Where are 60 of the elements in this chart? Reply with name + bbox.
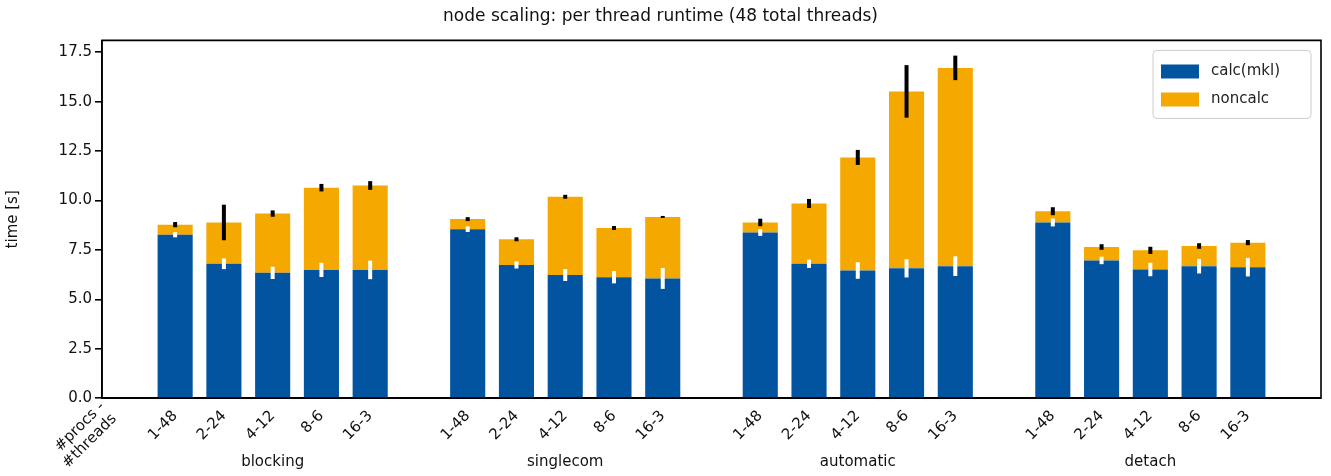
bar <box>645 278 681 398</box>
bar <box>888 268 925 398</box>
y-tick-label: 7.5 <box>68 239 92 258</box>
bar <box>255 272 291 398</box>
y-tick-label: 2.5 <box>68 338 92 357</box>
bar <box>840 270 876 398</box>
x-tick-label: 8-6 <box>882 406 913 437</box>
bar <box>1035 211 1071 223</box>
bar <box>1230 267 1266 398</box>
bar <box>840 157 876 271</box>
text: automatic <box>819 451 896 470</box>
bar <box>1035 222 1071 398</box>
bar <box>1181 245 1217 267</box>
y-tick-label: 0.0 <box>68 388 92 407</box>
bar <box>1084 246 1120 261</box>
bar <box>303 269 339 398</box>
bar <box>450 229 486 398</box>
bar <box>352 269 388 398</box>
bar <box>791 203 827 264</box>
bar <box>1181 266 1217 398</box>
bar <box>937 67 973 267</box>
bar <box>206 263 242 398</box>
bar <box>742 232 778 398</box>
bar <box>596 277 632 398</box>
bar <box>888 91 925 269</box>
bar <box>498 264 535 398</box>
bar <box>596 228 632 278</box>
bar <box>206 222 242 264</box>
y-tick-label: 10.0 <box>58 190 92 209</box>
y-tick-label: 12.5 <box>58 140 92 159</box>
bar <box>547 196 583 276</box>
bar <box>303 187 339 270</box>
y-tick-label: 15.0 <box>58 91 92 110</box>
x-tick-label: 8-6 <box>296 406 327 437</box>
bar <box>255 213 291 273</box>
bar <box>498 239 535 265</box>
bar <box>157 234 193 398</box>
text: detach <box>1124 451 1177 470</box>
y-tick-label: 5.0 <box>68 289 92 308</box>
bar <box>1132 250 1168 270</box>
text: singlecom <box>526 451 604 470</box>
legend-label: calc(mkl) <box>1211 61 1281 80</box>
bar <box>1230 242 1266 268</box>
bar <box>791 263 827 398</box>
y-tick-label: 17.5 <box>58 42 92 61</box>
bar <box>547 275 583 398</box>
bar <box>157 224 193 235</box>
bar <box>1084 260 1120 398</box>
bar <box>1132 269 1168 398</box>
legend-label: noncalc <box>1211 89 1270 108</box>
bar <box>742 222 778 233</box>
bar <box>352 185 388 270</box>
bar <box>937 266 973 398</box>
bar <box>645 216 681 279</box>
chart-title: node scaling: per thread runtime (48 total threads) <box>443 4 878 25</box>
x-tick-label: 8-6 <box>1174 406 1205 437</box>
x-tick-label: 8-6 <box>589 406 620 437</box>
y-axis-title: time [s] <box>2 190 21 249</box>
text: blocking <box>241 451 305 470</box>
bar <box>450 219 486 230</box>
